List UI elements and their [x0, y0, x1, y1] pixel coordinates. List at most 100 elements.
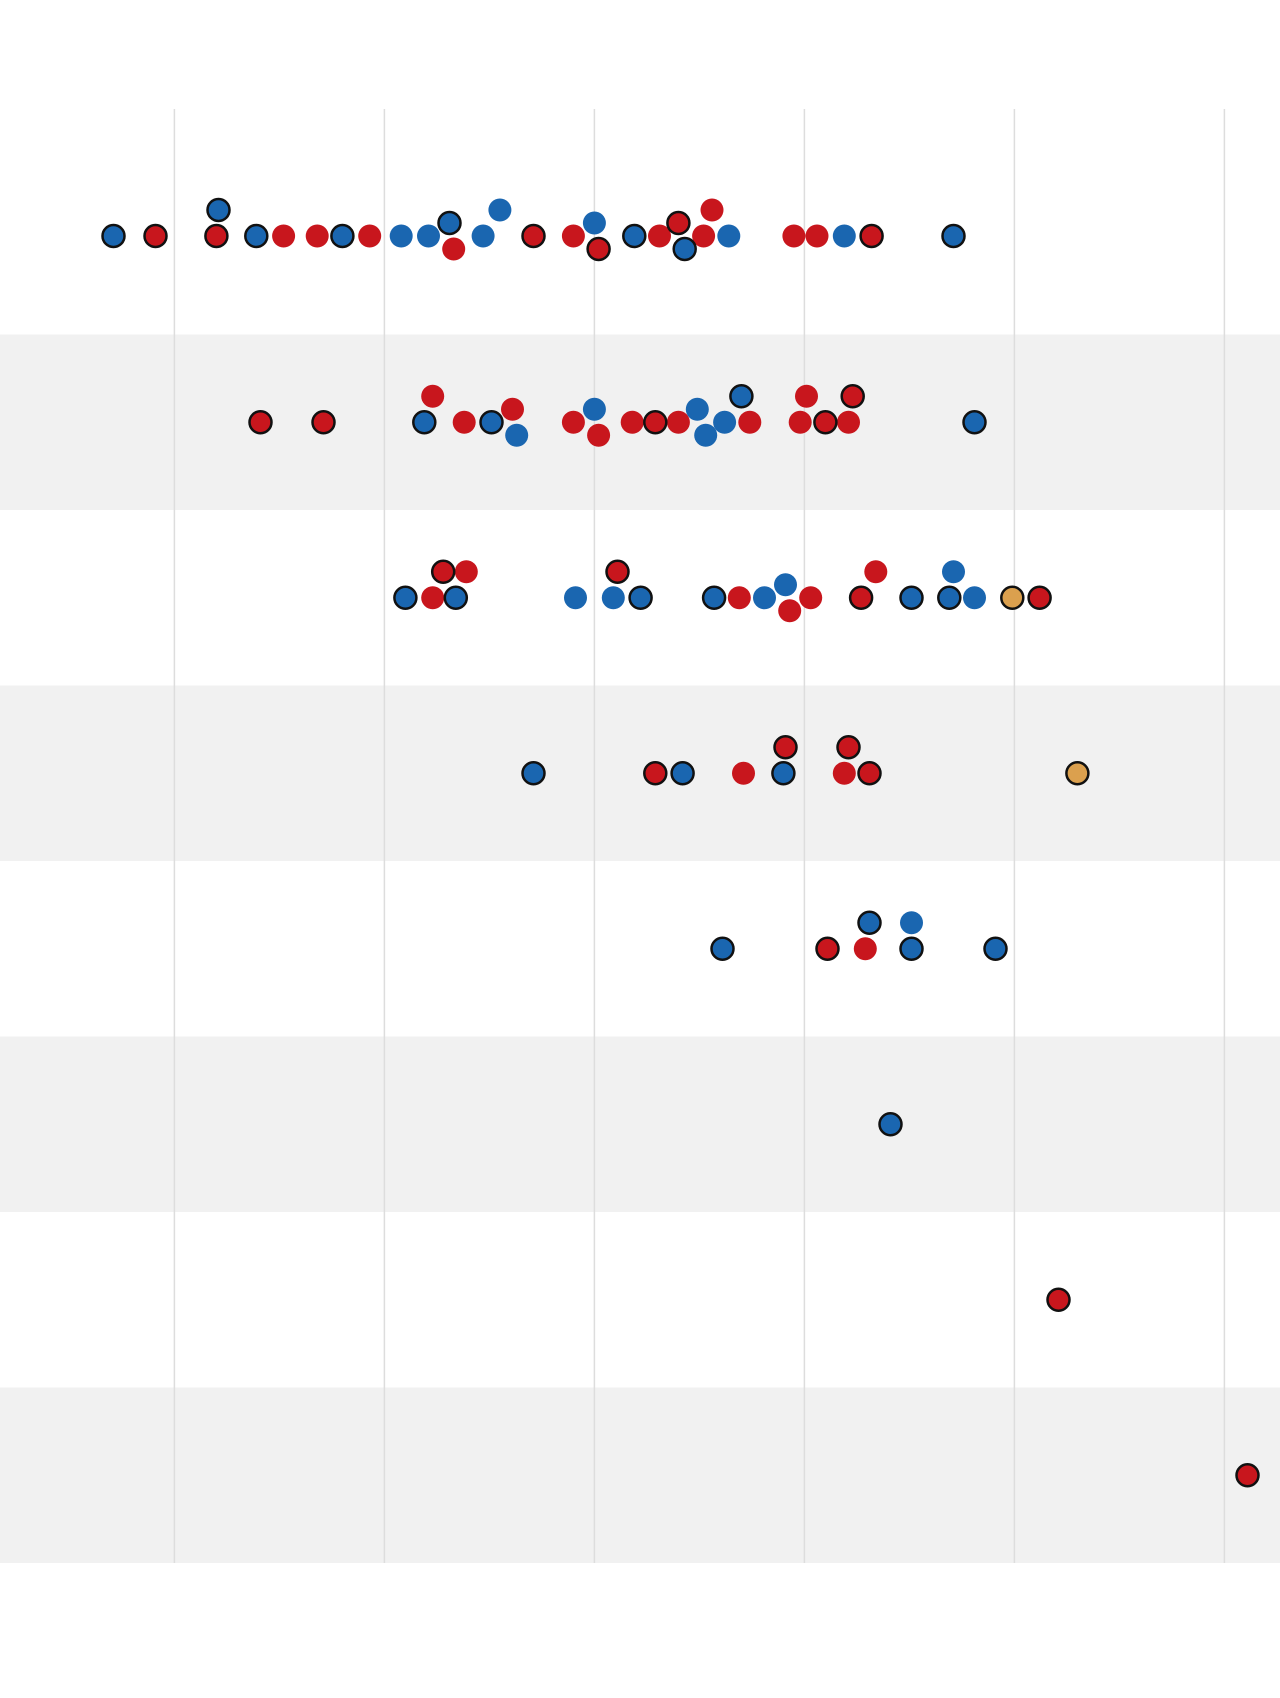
point-red	[799, 586, 823, 610]
point-red	[666, 410, 690, 434]
point-red	[738, 410, 762, 434]
point-blue-highlighted	[962, 410, 987, 435]
row-3	[393, 559, 1052, 623]
point-blue	[694, 423, 718, 447]
point-blue-highlighted	[206, 197, 231, 223]
point-blue-highlighted	[729, 384, 754, 409]
point-blue-highlighted	[983, 936, 1008, 961]
point-red	[853, 937, 877, 961]
row-8	[1235, 1463, 1260, 1488]
point-red	[795, 384, 818, 408]
point-blue	[582, 397, 606, 421]
point-blue	[685, 397, 709, 421]
point-red-highlighted	[643, 410, 668, 435]
point-blue	[963, 586, 986, 610]
point-orange-highlighted	[1065, 761, 1090, 786]
point-blue-highlighted	[479, 410, 504, 435]
point-red-highlighted	[605, 559, 630, 584]
row-bands	[0, 334, 1280, 1563]
point-red-highlighted	[586, 236, 611, 262]
point-red-highlighted	[643, 761, 668, 786]
point-blue-highlighted	[443, 585, 469, 610]
point-red	[561, 224, 585, 248]
point-red	[442, 237, 466, 261]
point-red	[421, 586, 445, 610]
row-1	[101, 197, 966, 262]
point-red	[501, 397, 524, 421]
point-red	[805, 224, 829, 248]
row-6	[878, 1112, 903, 1137]
point-blue-highlighted	[412, 410, 437, 435]
point-red-highlighted	[848, 585, 874, 610]
point-red	[832, 761, 856, 785]
point-blue	[582, 211, 606, 235]
point-blue	[942, 560, 965, 584]
point-blue	[713, 410, 737, 434]
point-blue	[832, 224, 856, 248]
point-red	[421, 384, 445, 408]
point-red-highlighted	[836, 735, 861, 760]
point-blue-highlighted	[330, 223, 355, 249]
point-red-highlighted	[1046, 1287, 1071, 1312]
point-red	[305, 224, 329, 248]
row-2	[248, 384, 987, 447]
point-blue-highlighted	[670, 761, 695, 786]
point-red	[272, 224, 296, 248]
point-blue-highlighted	[244, 223, 269, 249]
point-red-highlighted	[859, 223, 884, 249]
point-red	[620, 410, 644, 434]
row-7	[1046, 1287, 1071, 1312]
point-blue-highlighted	[437, 210, 462, 236]
point-red-highlighted	[204, 223, 229, 249]
point-red-highlighted	[521, 223, 546, 249]
point-blue-highlighted	[857, 910, 882, 935]
point-red	[648, 224, 671, 248]
point-blue	[900, 911, 923, 935]
gridlines	[173, 109, 1226, 1563]
point-blue-highlighted	[701, 585, 727, 610]
point-red-highlighted	[815, 936, 840, 961]
row-5	[710, 910, 1008, 961]
data-points	[101, 197, 1260, 1488]
row-band	[0, 1036, 1280, 1212]
point-blue	[774, 573, 797, 597]
point-blue-highlighted	[710, 936, 735, 961]
point-blue	[488, 198, 512, 222]
point-red-highlighted	[311, 410, 336, 435]
point-red-highlighted	[1235, 1463, 1260, 1488]
point-red	[732, 761, 755, 785]
point-blue-highlighted	[393, 585, 418, 610]
point-blue-highlighted	[101, 223, 126, 249]
point-blue	[753, 586, 776, 610]
point-red	[788, 410, 812, 434]
point-blue-highlighted	[672, 236, 697, 262]
point-red	[778, 599, 802, 623]
point-blue-highlighted	[937, 585, 962, 610]
point-blue-highlighted	[771, 761, 796, 786]
point-red-highlighted	[857, 761, 882, 786]
row-band	[0, 1387, 1280, 1563]
point-blue	[717, 224, 741, 248]
point-blue-highlighted	[899, 936, 924, 961]
point-red-highlighted	[430, 559, 456, 584]
point-blue-highlighted	[899, 585, 924, 610]
point-red-highlighted	[666, 210, 691, 236]
point-blue-highlighted	[941, 223, 966, 249]
point-red	[782, 224, 806, 248]
point-blue	[564, 586, 587, 610]
point-blue	[505, 423, 529, 447]
point-red	[561, 410, 585, 434]
point-red-highlighted	[248, 410, 273, 435]
point-red	[454, 560, 478, 584]
point-red-highlighted	[773, 735, 798, 760]
row-4	[521, 735, 1090, 786]
point-red	[837, 410, 860, 434]
point-orange-highlighted	[1000, 585, 1025, 610]
point-blue	[601, 586, 625, 610]
point-red-highlighted	[143, 223, 168, 249]
point-blue	[389, 224, 413, 248]
point-red	[358, 224, 382, 248]
point-blue-highlighted	[521, 761, 546, 786]
point-blue-highlighted	[878, 1112, 903, 1137]
